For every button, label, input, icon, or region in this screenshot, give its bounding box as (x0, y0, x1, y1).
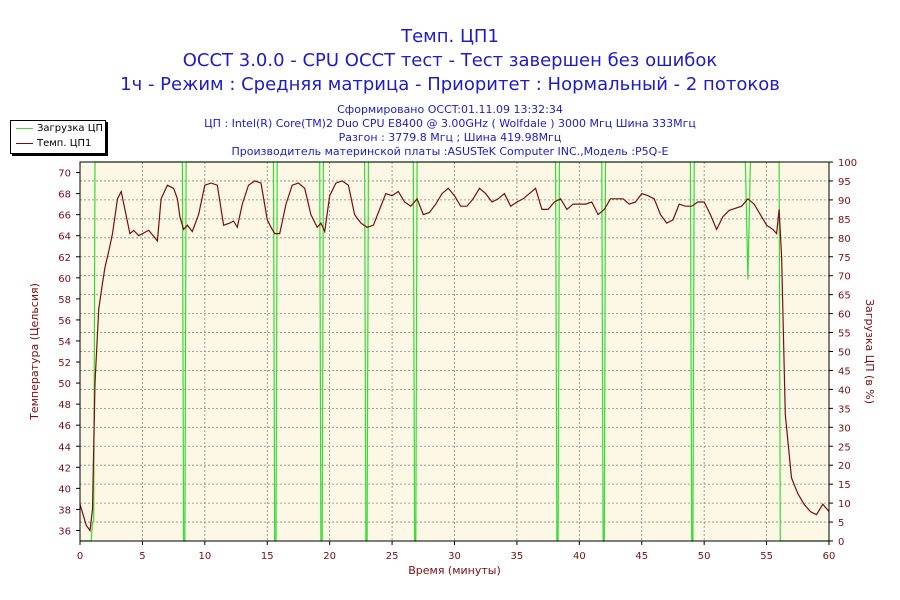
y2-tick-label: 55 (838, 329, 851, 340)
x-tick-label: 15 (261, 551, 274, 562)
legend-label-cpu-load: Загрузка ЦП (37, 123, 103, 134)
y2-tick-label: 100 (838, 158, 857, 169)
y-axis-title: Температура (Цельсия) (28, 283, 41, 421)
y2-tick-label: 0 (838, 537, 844, 548)
x-tick-label: 10 (198, 551, 211, 562)
y-tick-label: 48 (58, 400, 71, 411)
legend-item-cpu-load: Загрузка ЦП (11, 121, 105, 136)
y2-tick-label: 80 (838, 234, 851, 245)
y-tick-label: 38 (58, 505, 71, 516)
y2-tick-label: 95 (838, 177, 851, 188)
y2-tick-label: 70 (838, 272, 851, 283)
y2-tick-label: 60 (838, 310, 851, 321)
y2-tick-label: 35 (838, 404, 851, 415)
y-tick-label: 46 (58, 421, 71, 432)
y-tick-label: 52 (58, 358, 71, 369)
y2-tick-label: 15 (838, 480, 851, 491)
y2-tick-label: 5 (838, 518, 844, 529)
y-tick-label: 36 (58, 526, 71, 537)
y-tick-label: 42 (58, 463, 71, 474)
y-tick-label: 62 (58, 253, 71, 264)
y-tick-label: 40 (58, 484, 71, 495)
y-tick-label: 54 (58, 337, 71, 348)
y2-tick-label: 40 (838, 385, 851, 396)
x-tick-label: 55 (760, 551, 773, 562)
y2-tick-label: 65 (838, 291, 851, 302)
legend-swatch-cpu-load (16, 128, 33, 129)
x-axis-title: Время (минуты) (408, 564, 501, 577)
y2-tick-label: 10 (838, 499, 851, 510)
y-tick-label: 68 (58, 190, 71, 201)
y-tick-label: 44 (58, 442, 71, 453)
y2-tick-label: 25 (838, 442, 851, 453)
x-tick-label: 25 (386, 551, 399, 562)
y2-tick-label: 85 (838, 215, 851, 226)
x-tick-label: 30 (448, 551, 461, 562)
x-tick-label: 40 (573, 551, 586, 562)
x-tick-label: 0 (77, 551, 83, 562)
y-tick-label: 64 (58, 232, 71, 243)
y2-tick-label: 75 (838, 253, 851, 264)
y-tick-label: 58 (58, 295, 71, 306)
y2-tick-label: 50 (838, 348, 851, 359)
y-tick-label: 66 (58, 211, 71, 222)
y2-tick-label: 45 (838, 366, 851, 377)
x-tick-label: 5 (139, 551, 145, 562)
legend-label-cpu-temp: Темп. ЦП1 (37, 138, 91, 149)
y-tick-label: 56 (58, 316, 71, 327)
legend: Загрузка ЦП Темп. ЦП1 (10, 120, 106, 154)
legend-item-cpu-temp: Темп. ЦП1 (11, 136, 105, 151)
x-tick-label: 35 (511, 551, 524, 562)
y2-axis-title: Загрузка ЦП (в %) (863, 299, 876, 404)
y2-tick-label: 20 (838, 461, 851, 472)
x-tick-label: 60 (823, 551, 836, 562)
y-tick-label: 60 (58, 274, 71, 285)
x-tick-label: 20 (323, 551, 336, 562)
y-tick-label: 50 (58, 379, 71, 390)
legend-swatch-cpu-temp (16, 143, 33, 144)
x-tick-label: 45 (635, 551, 648, 562)
y2-tick-label: 30 (838, 423, 851, 434)
x-tick-label: 50 (698, 551, 711, 562)
y2-tick-label: 90 (838, 196, 851, 207)
y-tick-label: 70 (58, 169, 71, 180)
